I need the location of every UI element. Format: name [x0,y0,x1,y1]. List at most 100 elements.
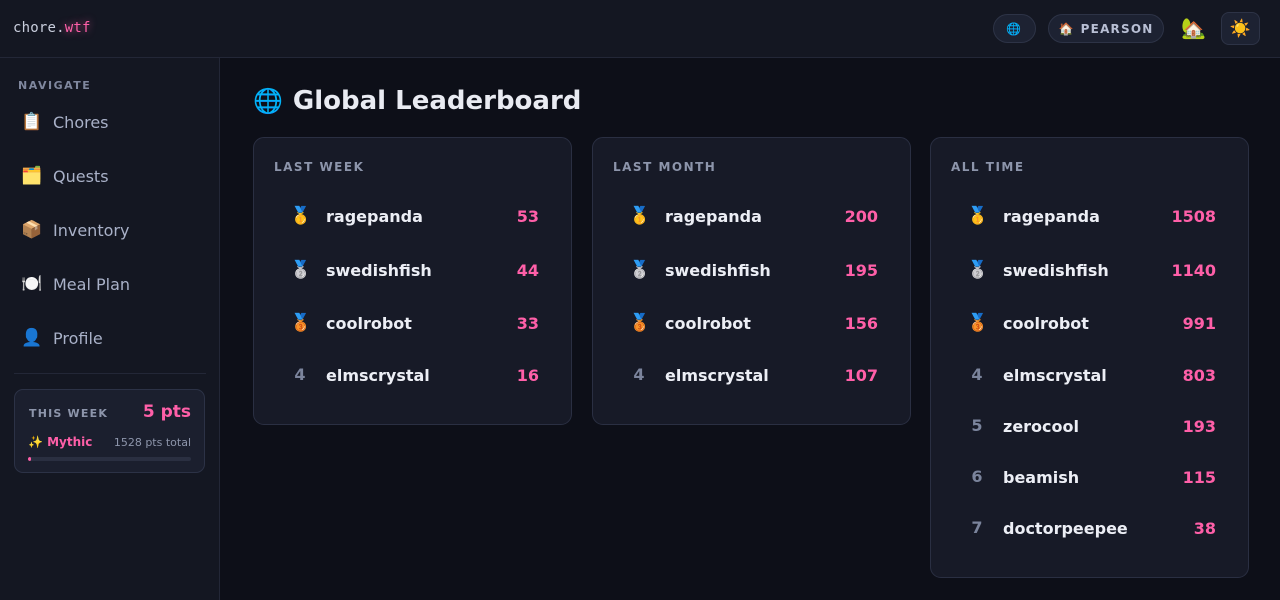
player-score: 107 [844,366,878,385]
house-icon: 🏠 [1058,21,1075,36]
leaderboard-last-month: LAST MONTH 🥇 ragepanda 200 🥈 swedishfish 195 🥉… [592,137,911,425]
player-name: elmscrystal [1003,366,1107,385]
page-title-text: Global Leaderboard [292,86,582,116]
week-label: THIS WEEK [29,407,109,420]
total-points: 1528 pts total [113,436,191,449]
board-title: LAST MONTH [613,160,717,174]
user-icon: 👤 [21,328,43,348]
home-icon[interactable]: 🏡 [1181,16,1206,40]
player-name: elmscrystal [326,366,430,385]
player-name: zerocool [1003,417,1079,436]
player-score: 803 [1182,366,1216,385]
sidebar: NAVIGATE 📋 Chores 🗂️ Quests 📦 Inventory … [0,58,220,600]
board-title: ALL TIME [951,160,1025,174]
leaderboard-row[interactable]: 🥇 ragepanda 1508 [931,201,1248,231]
player-score: 195 [844,261,878,280]
leaderboard-row[interactable]: 🥉 coolrobot 156 [593,308,910,338]
player-name: coolrobot [665,314,751,333]
week-points: 5 pts [142,402,191,422]
app-logo[interactable]: chore.wtf [13,20,91,36]
player-score: 16 [516,366,539,385]
globe-icon: 🌐 [253,87,283,115]
sidebar-item-quests[interactable]: 🗂️ Quests [21,163,109,189]
player-name: beamish [1003,468,1080,487]
player-score: 991 [1182,314,1216,333]
rank-number: 4 [294,365,306,384]
player-score: 193 [1182,417,1216,436]
player-name: ragepanda [1003,207,1100,226]
player-name: swedishfish [665,261,771,280]
rank-number: 7 [971,518,983,537]
rank-number: 4 [971,365,983,384]
leaderboard-row[interactable]: 4 elmscrystal 16 [254,360,571,390]
rank-number: 5 [971,416,983,435]
player-score: 53 [516,207,539,226]
rank-progress-bar [28,457,191,461]
player-score: 1140 [1171,261,1216,280]
gold-medal-icon: 🥇 [629,206,651,226]
clipboard-icon: 📋 [21,112,43,132]
sidebar-item-label: Inventory [53,220,130,240]
player-score: 44 [516,261,539,280]
leaderboard-row[interactable]: 🥈 swedishfish 195 [593,255,910,285]
player-name: doctorpeepee [1003,519,1128,538]
silver-medal-icon: 🥈 [629,260,651,280]
leaderboard-row[interactable]: 6 beamish 115 [931,462,1248,492]
globe-icon: 🌐 [1006,21,1023,36]
package-icon: 📦 [21,220,43,240]
sidebar-item-profile[interactable]: 👤 Profile [21,325,103,351]
sidebar-divider [14,373,206,374]
player-name: coolrobot [326,314,412,333]
player-score: 38 [1193,519,1216,538]
plate-icon: 🍽️ [21,274,43,294]
card-index-icon: 🗂️ [21,166,43,186]
leaderboard-row[interactable]: 7 doctorpeepee 38 [931,513,1248,543]
leaderboard-row[interactable]: 🥈 swedishfish 44 [254,255,571,285]
household-name: PEARSON [1080,21,1154,36]
theme-toggle-button[interactable]: ☀️ [1221,12,1260,45]
leaderboard-last-week: LAST WEEK 🥇 ragepanda 53 🥈 swedishfish 44 🥉 coo… [253,137,572,425]
bronze-medal-icon: 🥉 [967,313,989,333]
player-name: elmscrystal [665,366,769,385]
player-name: swedishfish [1003,261,1109,280]
sidebar-item-label: Profile [53,328,103,348]
gold-medal-icon: 🥇 [967,206,989,226]
leaderboard-row[interactable]: 4 elmscrystal 107 [593,360,910,390]
player-score: 1508 [1171,207,1216,226]
silver-medal-icon: 🥈 [967,260,989,280]
household-pill[interactable]: 🏠 PEARSON [1048,14,1164,43]
player-score: 33 [516,314,539,333]
leaderboard-row[interactable]: 🥉 coolrobot 33 [254,308,571,338]
leaderboard-row[interactable]: 5 zerocool 193 [931,411,1248,441]
rank-number: 6 [971,467,983,486]
sidebar-item-inventory[interactable]: 📦 Inventory [21,217,129,243]
sidebar-item-chores[interactable]: 📋 Chores [21,109,109,135]
player-name: ragepanda [665,207,762,226]
leaderboard-all-time: ALL TIME 🥇 ragepanda 1508 🥈 swedishfish 1140 🥉… [930,137,1249,578]
leaderboard-row[interactable]: 🥈 swedishfish 1140 [931,255,1248,285]
sidebar-item-meal-plan[interactable]: 🍽️ Meal Plan [21,271,130,297]
page-title: 🌐 Global Leaderboard [253,86,581,116]
player-name: ragepanda [326,207,423,226]
rank-progress-fill [28,457,32,461]
silver-medal-icon: 🥈 [290,260,312,280]
nav-heading: NAVIGATE [18,79,92,92]
top-bar: chore.wtf 🌐 🏠 PEARSON 🏡 ☀️ [0,0,1280,58]
sidebar-item-label: Quests [53,166,109,186]
logo-accent-text: wtf [64,20,91,36]
rank-title: ✨ Mythic [28,435,93,449]
bronze-medal-icon: 🥉 [629,313,651,333]
leaderboard-row[interactable]: 🥇 ragepanda 53 [254,201,571,231]
player-name: swedishfish [326,261,432,280]
bronze-medal-icon: 🥉 [290,313,312,333]
leaderboard-row[interactable]: 🥇 ragepanda 200 [593,201,910,231]
rank-number: 4 [633,365,645,384]
player-score: 156 [844,314,878,333]
player-score: 115 [1182,468,1216,487]
sidebar-item-label: Meal Plan [53,274,131,294]
global-button[interactable]: 🌐 [993,14,1036,43]
leaderboard-row[interactable]: 🥉 coolrobot 991 [931,308,1248,338]
leaderboard-row[interactable]: 4 elmscrystal 803 [931,360,1248,390]
logo-main-text: chore. [13,20,65,36]
weekly-points-card: THIS WEEK 5 pts ✨ Mythic 1528 pts total [14,389,205,473]
